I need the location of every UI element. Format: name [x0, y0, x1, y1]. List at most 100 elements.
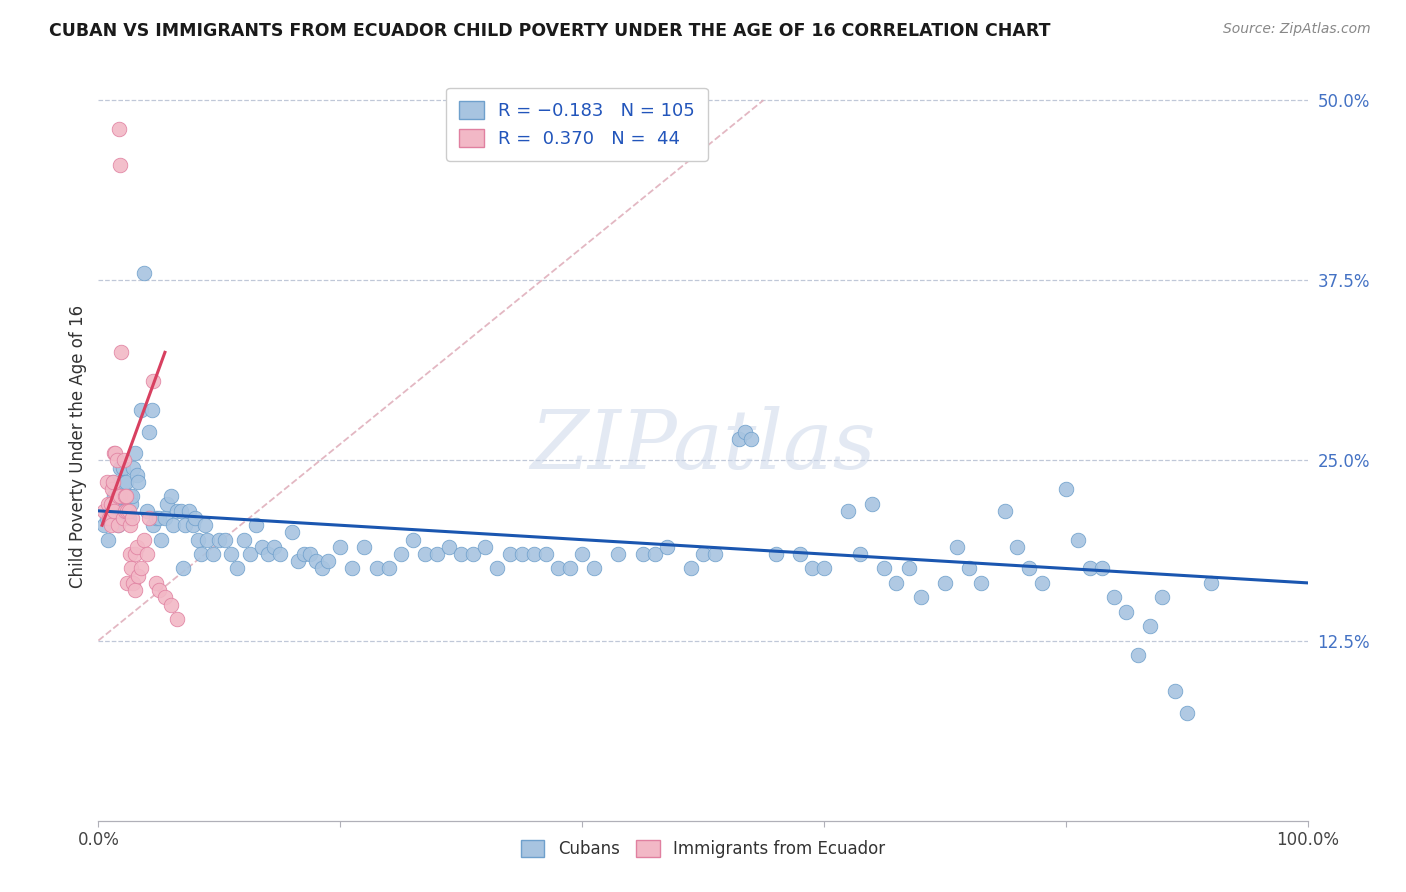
Point	[141, 403, 163, 417]
Point	[103, 490, 125, 504]
Point	[692, 547, 714, 561]
Point	[118, 511, 141, 525]
Point	[100, 482, 122, 496]
Point	[127, 540, 149, 554]
Point	[108, 158, 131, 172]
Point	[129, 561, 152, 575]
Point	[450, 547, 472, 561]
Point	[174, 518, 197, 533]
Point	[112, 453, 135, 467]
Point	[122, 575, 145, 590]
Point	[101, 475, 124, 489]
Point	[789, 547, 811, 561]
Point	[100, 518, 122, 533]
Point	[299, 547, 322, 561]
Point	[150, 533, 173, 547]
Point	[607, 547, 630, 561]
Point	[366, 561, 388, 575]
Point	[118, 518, 141, 533]
Point	[860, 497, 883, 511]
Point	[1199, 575, 1222, 590]
Point	[910, 591, 932, 605]
Point	[426, 547, 449, 561]
Text: Source: ZipAtlas.com: Source: ZipAtlas.com	[1223, 22, 1371, 37]
Point	[115, 475, 138, 489]
Point	[110, 490, 132, 504]
Point	[145, 511, 167, 525]
Point	[179, 504, 201, 518]
Point	[897, 561, 920, 575]
Point	[124, 583, 146, 598]
Point	[994, 504, 1017, 518]
Point	[1128, 648, 1150, 662]
Point	[232, 533, 254, 547]
Point	[486, 561, 509, 575]
Point	[118, 504, 141, 518]
Point	[118, 547, 141, 561]
Point	[1091, 561, 1114, 575]
Point	[214, 533, 236, 547]
Point	[269, 547, 291, 561]
Point	[316, 554, 339, 568]
Point	[287, 554, 309, 568]
Point	[166, 612, 188, 626]
Point	[934, 575, 956, 590]
Point	[160, 598, 183, 612]
Point	[644, 547, 666, 561]
Point	[734, 425, 756, 439]
Point	[107, 518, 129, 533]
Point	[114, 490, 136, 504]
Point	[679, 561, 702, 575]
Point	[292, 547, 315, 561]
Text: ZIPatlas: ZIPatlas	[530, 406, 876, 486]
Point	[110, 345, 132, 359]
Point	[281, 525, 304, 540]
Point	[1139, 619, 1161, 633]
Point	[117, 504, 139, 518]
Point	[111, 511, 134, 525]
Point	[534, 547, 557, 561]
Point	[142, 374, 165, 388]
Point	[117, 504, 139, 518]
Point	[100, 511, 122, 525]
Point	[169, 504, 191, 518]
Point	[103, 446, 125, 460]
Point	[166, 504, 188, 518]
Point	[437, 540, 460, 554]
Point	[1007, 540, 1029, 554]
Point	[118, 490, 141, 504]
Point	[631, 547, 654, 561]
Point	[105, 504, 128, 518]
Point	[305, 554, 328, 568]
Point	[1115, 605, 1137, 619]
Point	[108, 504, 131, 518]
Point	[111, 460, 134, 475]
Point	[1067, 533, 1090, 547]
Point	[813, 561, 835, 575]
Point	[1031, 575, 1053, 590]
Point	[100, 497, 122, 511]
Point	[138, 511, 160, 525]
Point	[97, 497, 120, 511]
Point	[93, 518, 115, 533]
Point	[162, 518, 184, 533]
Point	[221, 547, 243, 561]
Point	[145, 575, 167, 590]
Point	[112, 475, 135, 489]
Point	[728, 432, 751, 446]
Point	[583, 561, 606, 575]
Point	[250, 540, 273, 554]
Point	[96, 511, 118, 525]
Point	[115, 490, 138, 504]
Point	[342, 561, 364, 575]
Point	[124, 547, 146, 561]
Point	[127, 568, 149, 582]
Point	[704, 547, 727, 561]
Point	[226, 561, 249, 575]
Point	[558, 561, 581, 575]
Point	[245, 518, 267, 533]
Point	[311, 561, 333, 575]
Point	[107, 490, 129, 504]
Point	[1102, 591, 1125, 605]
Point	[946, 540, 969, 554]
